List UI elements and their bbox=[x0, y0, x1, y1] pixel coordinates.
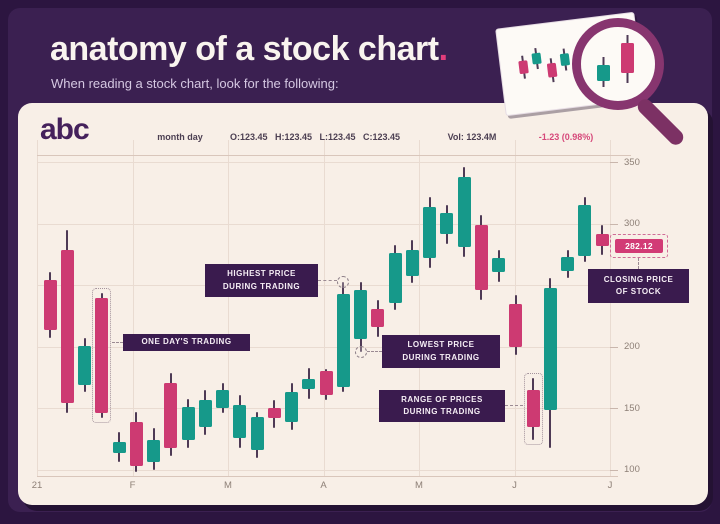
plot-bottom-border bbox=[37, 476, 618, 477]
callout-price-range: RANGE OF PRICES DURING TRADING bbox=[379, 390, 505, 422]
candle-body bbox=[371, 308, 385, 328]
y-axis-tick bbox=[610, 223, 618, 225]
candle-body bbox=[302, 378, 316, 389]
callout-one-day: ONE DAY'S TRADING bbox=[123, 334, 250, 351]
x-axis-label: A bbox=[320, 480, 327, 491]
candle-body bbox=[112, 441, 126, 453]
closing-price-tag: 282.12 bbox=[615, 239, 663, 253]
y-axis-label: 350 bbox=[624, 156, 640, 168]
candle-body bbox=[578, 205, 592, 256]
candle-body bbox=[543, 287, 557, 410]
x-axis-label: J bbox=[607, 480, 613, 491]
gridline-vertical bbox=[419, 140, 420, 476]
info-ohlc: O:123.45 H:123.45 L:123.45 C:123.45 bbox=[230, 132, 400, 142]
gridline-horizontal bbox=[37, 162, 610, 164]
candle-body bbox=[354, 290, 367, 340]
candle-body bbox=[457, 177, 471, 248]
info-volume: Vol: 123.4M bbox=[447, 132, 497, 142]
page-title: anatomy of a stock chart. bbox=[50, 30, 448, 69]
candle-body bbox=[319, 371, 333, 395]
gridline-horizontal bbox=[37, 223, 610, 225]
brand-logo: abc bbox=[40, 113, 90, 146]
gridline-horizontal bbox=[37, 285, 610, 287]
candle-body bbox=[440, 212, 454, 234]
candle-body bbox=[267, 408, 281, 419]
y-axis-tick bbox=[610, 408, 618, 410]
candle-body bbox=[474, 225, 488, 291]
title-period: . bbox=[438, 30, 448, 68]
candle-body bbox=[198, 399, 212, 427]
info-close: C:123.45 bbox=[362, 132, 400, 142]
connector-range bbox=[505, 405, 523, 406]
one-day-highlight-box bbox=[92, 287, 112, 424]
connector-one-day bbox=[112, 342, 123, 343]
title-text: anatomy of a stock chart bbox=[50, 30, 439, 68]
y-axis-label: 300 bbox=[624, 218, 640, 230]
highest-price-marker bbox=[337, 275, 350, 288]
x-axis-label: J bbox=[512, 480, 517, 491]
x-axis-label: F bbox=[129, 480, 136, 491]
gridline-vertical bbox=[323, 140, 325, 476]
x-axis-label: 21 bbox=[31, 480, 43, 491]
info-change: -1.23 (0.98%) bbox=[538, 132, 594, 142]
candle-body bbox=[60, 249, 74, 404]
candle-body bbox=[147, 440, 160, 463]
gridline-horizontal bbox=[37, 408, 610, 410]
plot-top-border bbox=[37, 155, 631, 156]
gridline-vertical bbox=[37, 140, 38, 476]
candle-body bbox=[250, 416, 264, 451]
info-high: H:123.45 bbox=[274, 132, 313, 142]
candle-body bbox=[405, 249, 419, 276]
y-axis-label: 100 bbox=[624, 464, 640, 476]
candle-body bbox=[233, 404, 247, 438]
candle-body bbox=[181, 407, 195, 441]
connector-closing bbox=[638, 258, 639, 269]
info-date: month day bbox=[157, 132, 203, 142]
callout-lowest-price: LOWEST PRICE DURING TRADING bbox=[382, 335, 500, 368]
y-axis-tick bbox=[610, 346, 618, 348]
candle-body bbox=[78, 345, 91, 385]
gridline-horizontal bbox=[37, 469, 610, 471]
candle-body bbox=[164, 382, 178, 448]
y-axis-label: 200 bbox=[624, 341, 640, 353]
page-subtitle: When reading a stock chart, look for the… bbox=[51, 76, 339, 91]
candle-body bbox=[129, 421, 143, 467]
info-low: L:123.45 bbox=[319, 132, 356, 142]
connector-highest bbox=[318, 280, 337, 281]
y-axis-tick bbox=[610, 469, 618, 471]
gridline-vertical bbox=[610, 140, 611, 476]
candle-body bbox=[336, 293, 350, 388]
x-axis-label: M bbox=[224, 480, 232, 491]
candle-body bbox=[492, 258, 505, 272]
candle-body bbox=[595, 233, 609, 246]
y-axis-label: 150 bbox=[624, 402, 640, 414]
info-open: O:123.45 bbox=[230, 132, 268, 142]
gridline-vertical bbox=[228, 140, 229, 476]
plot-area: 21FMAMJJ350300250200150100 bbox=[18, 103, 708, 505]
callout-highest-price: HIGHEST PRICE DURING TRADING bbox=[205, 264, 318, 297]
price-tag-outline bbox=[610, 234, 668, 258]
callout-closing-price: CLOSING PRICE OF STOCK bbox=[588, 269, 689, 303]
candle-body bbox=[561, 257, 574, 271]
range-highlight-box bbox=[523, 372, 543, 446]
candle-body bbox=[285, 392, 298, 422]
candle-body bbox=[526, 389, 540, 427]
candle-body bbox=[509, 303, 523, 347]
candle-body bbox=[388, 253, 402, 303]
gridline-vertical bbox=[132, 140, 134, 476]
candle-body bbox=[216, 389, 229, 409]
y-axis-tick bbox=[610, 162, 618, 164]
chart-card: abc month day O:123.45 H:123.45 L:123.45… bbox=[18, 103, 708, 505]
gridline-horizontal bbox=[37, 346, 610, 348]
candle-body bbox=[43, 280, 57, 330]
connector-lowest bbox=[367, 351, 382, 352]
candle-body bbox=[95, 297, 109, 414]
x-axis-label: M bbox=[415, 480, 423, 491]
candle-body bbox=[423, 206, 436, 259]
lowest-price-marker bbox=[354, 345, 367, 358]
